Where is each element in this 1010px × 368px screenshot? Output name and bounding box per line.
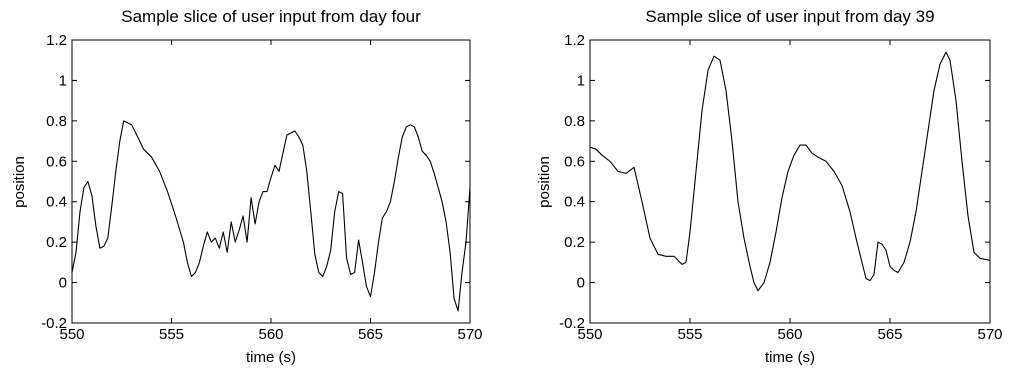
series-line [589, 51, 991, 292]
plot-area [71, 39, 471, 324]
y-tick-label: -0.2 [41, 315, 67, 332]
y-tick-label: 0.6 [46, 153, 67, 170]
chart-title: Sample slice of user input from day 39 [645, 7, 934, 26]
y-tick-label: 1.2 [46, 32, 67, 49]
y-tick-label: 0.6 [564, 153, 585, 170]
x-ticks: 550 555 560 565 570 [59, 40, 483, 343]
y-tick-label: 0.8 [564, 113, 585, 130]
x-tick-label: 565 [877, 326, 902, 343]
y-ticks: -0.2 0 0.2 0.4 0.6 0.8 1 1.2 [559, 32, 990, 332]
y-tick-label: 0.4 [564, 194, 585, 211]
x-tick-label: 555 [677, 326, 702, 343]
x-tick-label: 555 [159, 326, 184, 343]
x-tick-label: 570 [457, 326, 482, 343]
y-tick-label: 0 [577, 275, 585, 292]
series-line [71, 120, 471, 312]
chart-day-39: Sample slice of user input from day 39 -… [536, 7, 1003, 366]
y-ticks: -0.2 0 0.2 0.4 0.6 0.8 1 1.2 [41, 32, 470, 332]
y-tick-label: 0.4 [46, 194, 67, 211]
x-tick-label: 570 [977, 326, 1002, 343]
x-ticks: 550 555 560 565 570 [577, 40, 1003, 343]
y-tick-label: 0.2 [46, 234, 67, 251]
plot-area [589, 39, 991, 324]
chart-day-four: Sample slice of user input from day four… [11, 7, 483, 366]
x-tick-label: 565 [358, 326, 383, 343]
x-axis-label: time (s) [765, 349, 815, 366]
chart-title: Sample slice of user input from day four [121, 7, 421, 26]
y-tick-label: 0 [59, 275, 67, 292]
y-tick-label: 1 [59, 72, 67, 89]
y-axis-label: position [11, 156, 28, 208]
x-tick-label: 550 [59, 326, 84, 343]
y-tick-label: 0.8 [46, 113, 67, 130]
y-axis-label: position [536, 156, 553, 208]
x-tick-label: 560 [777, 326, 802, 343]
y-tick-label: 1.2 [564, 32, 585, 49]
x-tick-label: 560 [258, 326, 283, 343]
y-tick-label: 1 [577, 72, 585, 89]
y-tick-label: -0.2 [559, 315, 585, 332]
x-tick-label: 550 [577, 326, 602, 343]
x-axis-label: time (s) [246, 349, 296, 366]
y-tick-label: 0.2 [564, 234, 585, 251]
